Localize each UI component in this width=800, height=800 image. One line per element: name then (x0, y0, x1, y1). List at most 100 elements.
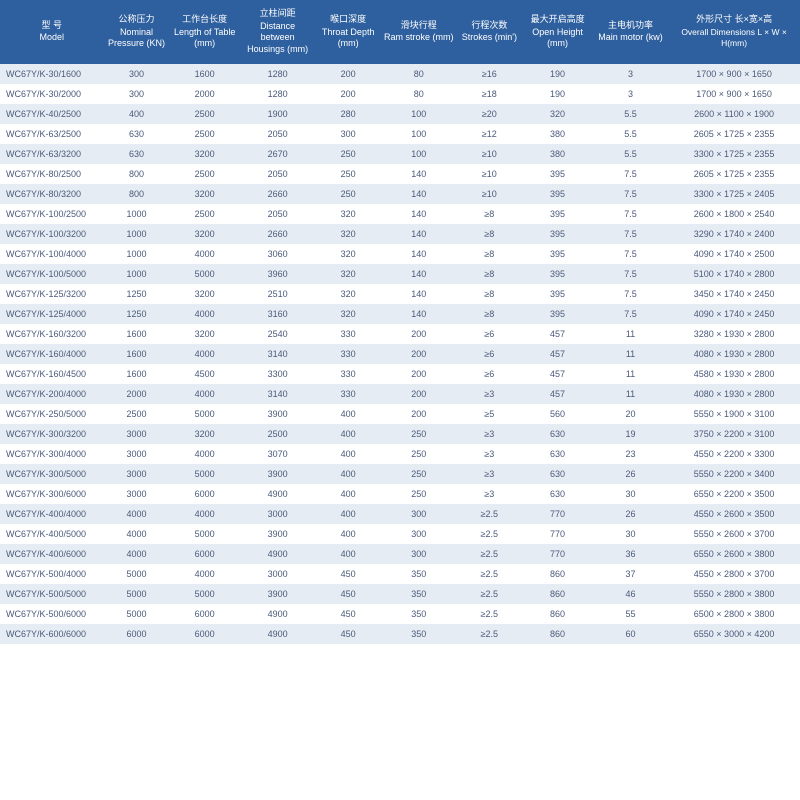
cell-value: 200 (381, 344, 456, 364)
col-header-cn: 外形尺寸 长×宽×高 (670, 14, 798, 26)
cell-value: 2000 (169, 84, 240, 104)
cell-value: 300 (104, 84, 170, 104)
cell-value: ≥10 (456, 184, 522, 204)
cell-model: WC67Y/K-400/5000 (0, 524, 104, 544)
cell-value: 6000 (169, 484, 240, 504)
cell-value: 37 (593, 564, 668, 584)
cell-value: 2660 (240, 184, 315, 204)
cell-value: 250 (381, 464, 456, 484)
cell-value: 250 (315, 164, 381, 184)
table-row: WC67Y/K-125/4000125040003160320140≥83957… (0, 304, 800, 324)
cell-value: 140 (381, 204, 456, 224)
cell-value: 140 (381, 284, 456, 304)
cell-value: 3200 (169, 224, 240, 244)
table-row: WC67Y/K-300/4000300040003070400250≥36302… (0, 444, 800, 464)
cell-value: 4000 (169, 304, 240, 324)
cell-value: 55 (593, 604, 668, 624)
cell-value: ≥16 (456, 64, 522, 84)
cell-model: WC67Y/K-500/5000 (0, 584, 104, 604)
cell-value: 4000 (169, 344, 240, 364)
col-header-en: Nominal Pressure (KN) (106, 27, 168, 50)
cell-value: 60 (593, 624, 668, 644)
cell-value: 3900 (240, 584, 315, 604)
cell-value: 1250 (104, 284, 170, 304)
cell-value: 3200 (169, 184, 240, 204)
cell-value: 5000 (104, 584, 170, 604)
table-row: WC67Y/K-300/3200300032002500400250≥36301… (0, 424, 800, 444)
col-header-en: Strokes (min') (458, 32, 520, 44)
col-header-en: Distance between Housings (mm) (242, 21, 313, 56)
cell-value: ≥6 (456, 324, 522, 344)
cell-value: 395 (522, 244, 593, 264)
table-row: WC67Y/K-100/2500100025002050320140≥83957… (0, 204, 800, 224)
col-header-4: 喉口深度Throat Depth (mm) (315, 0, 381, 64)
cell-value: 330 (315, 384, 381, 404)
cell-value: 3160 (240, 304, 315, 324)
cell-value: 2500 (169, 164, 240, 184)
cell-value: 300 (381, 504, 456, 524)
cell-value: 1000 (104, 244, 170, 264)
cell-value: ≥3 (456, 444, 522, 464)
table-row: WC67Y/K-400/4000400040003000400300≥2.577… (0, 504, 800, 524)
cell-value: 11 (593, 364, 668, 384)
cell-value: 4580 × 1930 × 2800 (668, 364, 800, 384)
cell-value: ≥18 (456, 84, 522, 104)
cell-value: 6550 × 2200 × 3500 (668, 484, 800, 504)
cell-model: WC67Y/K-500/6000 (0, 604, 104, 624)
cell-value: 350 (381, 604, 456, 624)
cell-value: 800 (104, 184, 170, 204)
cell-model: WC67Y/K-160/4500 (0, 364, 104, 384)
cell-value: ≥2.5 (456, 504, 522, 524)
spec-table: 型 号Model公称压力Nominal Pressure (KN)工作台长度Le… (0, 0, 800, 644)
cell-value: 860 (522, 584, 593, 604)
cell-value: 4900 (240, 624, 315, 644)
table-row: WC67Y/K-80/320080032002660250140≥103957.… (0, 184, 800, 204)
cell-value: 4550 × 2800 × 3700 (668, 564, 800, 584)
cell-value: 2600 × 1100 × 1900 (668, 104, 800, 124)
cell-value: 300 (381, 524, 456, 544)
cell-value: 6000 (169, 544, 240, 564)
cell-value: 5000 (169, 524, 240, 544)
cell-value: 5550 × 2800 × 3800 (668, 584, 800, 604)
cell-value: 380 (522, 124, 593, 144)
table-row: WC67Y/K-200/4000200040003140330200≥34571… (0, 384, 800, 404)
col-header-en: Main motor (kw) (595, 32, 666, 44)
cell-value: 7.5 (593, 304, 668, 324)
cell-value: 4900 (240, 484, 315, 504)
cell-value: 5100 × 1740 × 2800 (668, 264, 800, 284)
cell-model: WC67Y/K-160/3200 (0, 324, 104, 344)
cell-value: 3140 (240, 384, 315, 404)
cell-value: 140 (381, 304, 456, 324)
cell-value: 3960 (240, 264, 315, 284)
cell-value: 3900 (240, 404, 315, 424)
col-header-8: 主电机功率Main motor (kw) (593, 0, 668, 64)
cell-value: 395 (522, 284, 593, 304)
cell-value: 560 (522, 404, 593, 424)
table-row: WC67Y/K-63/250063025002050300100≥123805.… (0, 124, 800, 144)
table-row: WC67Y/K-250/5000250050003900400200≥55602… (0, 404, 800, 424)
cell-value: ≥3 (456, 464, 522, 484)
cell-value: 5.5 (593, 104, 668, 124)
col-header-0: 型 号Model (0, 0, 104, 64)
cell-value: 380 (522, 144, 593, 164)
cell-value: 36 (593, 544, 668, 564)
cell-value: 4000 (104, 504, 170, 524)
cell-model: WC67Y/K-400/4000 (0, 504, 104, 524)
cell-value: 7.5 (593, 164, 668, 184)
cell-value: 4000 (104, 544, 170, 564)
table-row: WC67Y/K-160/4000160040003140330200≥64571… (0, 344, 800, 364)
cell-value: ≥6 (456, 364, 522, 384)
col-header-cn: 公称压力 (106, 14, 168, 26)
table-row: WC67Y/K-125/3200125032002510320140≥83957… (0, 284, 800, 304)
col-header-en: Ram stroke (mm) (383, 32, 454, 44)
cell-value: 2500 (169, 104, 240, 124)
cell-value: 770 (522, 524, 593, 544)
cell-value: 2500 (240, 424, 315, 444)
cell-value: 3300 × 1725 × 2405 (668, 184, 800, 204)
cell-value: 4000 (169, 384, 240, 404)
table-row: WC67Y/K-300/5000300050003900400250≥36302… (0, 464, 800, 484)
cell-value: 7.5 (593, 204, 668, 224)
cell-value: 320 (522, 104, 593, 124)
cell-value: 1600 (169, 64, 240, 84)
cell-value: 5.5 (593, 144, 668, 164)
